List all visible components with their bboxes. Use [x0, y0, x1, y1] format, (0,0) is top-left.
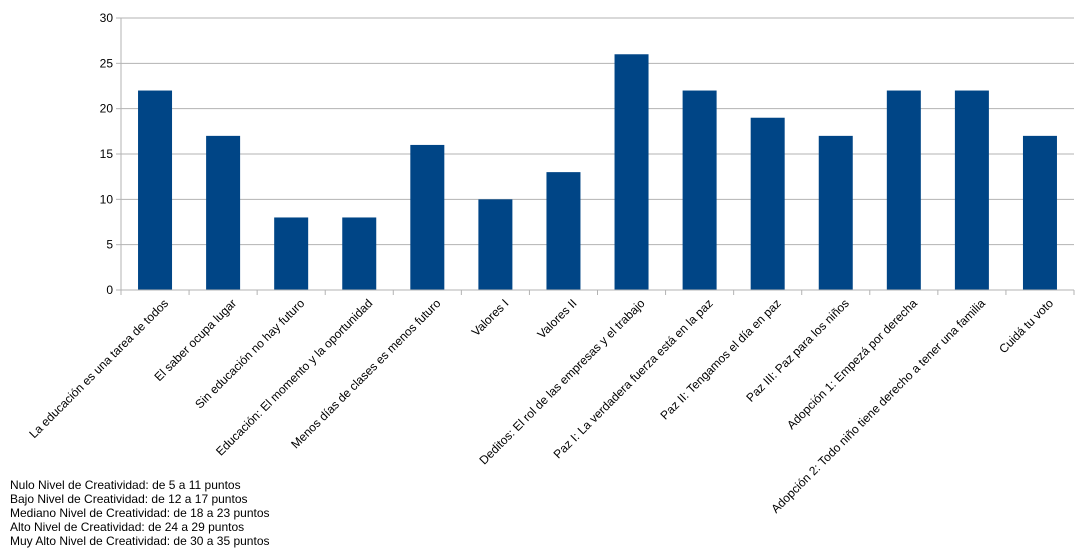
bar: [546, 172, 581, 290]
bar: [138, 90, 173, 291]
bar: [614, 54, 649, 291]
x-tick-label: Valores II: [534, 296, 579, 341]
y-tick-label: 0: [106, 283, 113, 297]
bar: [206, 135, 241, 290]
x-tick-label: Valores I: [469, 296, 512, 339]
note-nulo: Nulo Nivel de Creatividad: de 5 a 11 pun…: [10, 478, 241, 492]
y-tick-label: 5: [106, 238, 113, 252]
y-tick-label: 30: [100, 11, 114, 25]
x-tick-label: Cuidá tu voto: [996, 296, 1056, 356]
bar: [886, 90, 921, 291]
y-tick-label: 10: [100, 192, 114, 206]
bar: [1022, 135, 1057, 290]
bar: [342, 217, 377, 290]
bar: [954, 90, 989, 291]
y-tick-label: 25: [100, 56, 114, 70]
x-tick-label: Sin educación no hay futuro: [192, 296, 307, 411]
note-bajo: Bajo Nivel de Creatividad: de 12 a 17 pu…: [10, 492, 248, 506]
bar: [818, 135, 853, 290]
x-axis: [120, 289, 1075, 295]
x-tick-label: Adopción 1: Empezá por derecha: [784, 296, 920, 432]
bar: [410, 144, 445, 290]
x-tick-label: Menos días de clases es menos futuro: [288, 296, 443, 451]
y-tick-label: 20: [100, 102, 114, 116]
y-tick-label: 15: [100, 147, 114, 161]
gridlines: [121, 17, 1074, 291]
note-alto: Alto Nivel de Creatividad: de 24 a 29 pu…: [10, 520, 245, 534]
x-tick-label: Paz II: Tengamos el día en paz: [658, 296, 784, 422]
note-mediano: Mediano Nivel de Creatividad: de 18 a 23…: [10, 506, 270, 520]
bars: [138, 54, 1057, 291]
note-muy-alto: Muy Alto Nivel de Creatividad: de 30 a 3…: [10, 534, 270, 548]
y-axis: 0 5 10 15 20 25 30: [100, 11, 122, 297]
bar: [478, 199, 513, 290]
bar: [750, 117, 785, 290]
bar: [274, 217, 309, 290]
x-tick-label: La educación es una tarea de todos: [26, 296, 171, 441]
creativity-levels-notes: Nulo Nivel de Creatividad: de 5 a 11 pun…: [10, 478, 270, 548]
bar: [682, 90, 717, 291]
